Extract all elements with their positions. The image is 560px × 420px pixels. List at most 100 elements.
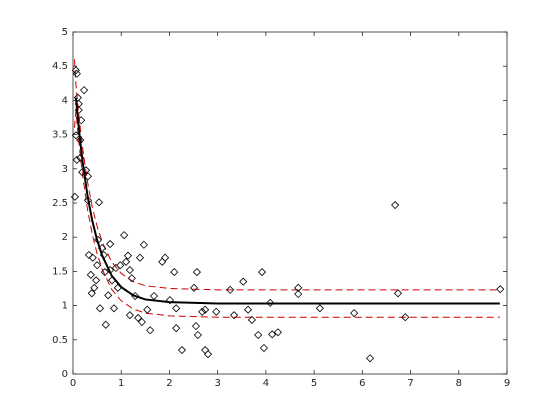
point [87, 289, 96, 298]
point [192, 268, 201, 277]
point [95, 304, 105, 313]
y-tick-label: 2 [62, 232, 68, 243]
point [143, 305, 152, 314]
x-tick-label: 3 [214, 378, 220, 389]
point [189, 283, 199, 292]
point [94, 198, 104, 207]
point [104, 291, 113, 300]
point [76, 153, 85, 162]
point [201, 305, 210, 314]
point [393, 289, 403, 298]
point [294, 289, 303, 299]
y-tick-label: 3 [62, 164, 68, 175]
point [71, 131, 80, 140]
point [113, 283, 122, 292]
y-tick-label: 1.5 [52, 266, 68, 277]
point [198, 307, 207, 316]
point [74, 99, 83, 108]
y-tick-label: 4.5 [52, 61, 68, 72]
point [135, 253, 145, 262]
point [123, 251, 133, 260]
point [247, 315, 256, 325]
point [92, 276, 101, 285]
point [127, 274, 136, 283]
point [84, 250, 93, 260]
point [88, 253, 97, 262]
x-tick-label: 8 [456, 378, 462, 389]
point [90, 283, 99, 292]
point [172, 304, 181, 313]
axes-box [72, 31, 508, 375]
point [137, 317, 147, 327]
point [83, 172, 93, 181]
point [139, 240, 148, 249]
point [125, 265, 134, 275]
point [294, 283, 303, 292]
x-tick-label: 7 [407, 378, 413, 389]
point [268, 330, 277, 339]
point [191, 322, 201, 331]
point [193, 330, 202, 340]
point [254, 330, 263, 340]
point [203, 350, 213, 359]
y-tick-label: 0 [62, 369, 68, 380]
point [350, 309, 359, 318]
point [106, 265, 115, 275]
x-tick-label: 6 [359, 378, 365, 389]
point [72, 155, 81, 164]
point [97, 244, 106, 253]
point [229, 311, 239, 320]
point [365, 354, 375, 363]
point [165, 296, 174, 305]
point [146, 326, 155, 335]
point [161, 253, 170, 262]
point [80, 86, 89, 95]
x-tick-label: 9 [504, 378, 510, 389]
fit-line [74, 97, 500, 305]
x-tick-label: 2 [166, 378, 172, 389]
point [315, 304, 324, 313]
point [77, 116, 86, 125]
point [134, 313, 143, 322]
point [78, 168, 87, 177]
point [107, 276, 117, 285]
point [120, 231, 129, 240]
confidence-bound [73, 59, 500, 291]
point [106, 239, 115, 249]
point [401, 313, 410, 322]
point [273, 328, 283, 337]
point [131, 291, 140, 301]
x-tick-label: 1 [118, 378, 124, 389]
point [71, 66, 80, 75]
point [81, 166, 91, 175]
x-tick-label: 5 [311, 378, 317, 389]
y-tick-label: 2.5 [52, 198, 68, 209]
point [149, 291, 159, 301]
x-tick-label: 4 [263, 378, 269, 389]
point [125, 311, 134, 320]
point [99, 250, 108, 260]
point [257, 268, 267, 277]
point [121, 257, 131, 266]
y-tick-label: 3.5 [52, 130, 68, 141]
point [74, 105, 83, 115]
point [72, 69, 81, 78]
y-tick-label: 4 [62, 95, 68, 106]
y-tick-label: 5 [62, 27, 68, 38]
point [243, 305, 253, 314]
confidence-bound [73, 111, 500, 318]
point [177, 345, 187, 355]
point [116, 261, 125, 270]
x-tick-label: 0 [70, 378, 76, 389]
point [170, 268, 179, 277]
point [109, 304, 119, 313]
point [94, 235, 103, 245]
point [86, 270, 95, 279]
point [226, 285, 235, 294]
point [259, 343, 269, 353]
point [93, 261, 102, 270]
y-tick-label: 1 [62, 301, 68, 312]
point [172, 324, 181, 333]
point [101, 320, 110, 329]
